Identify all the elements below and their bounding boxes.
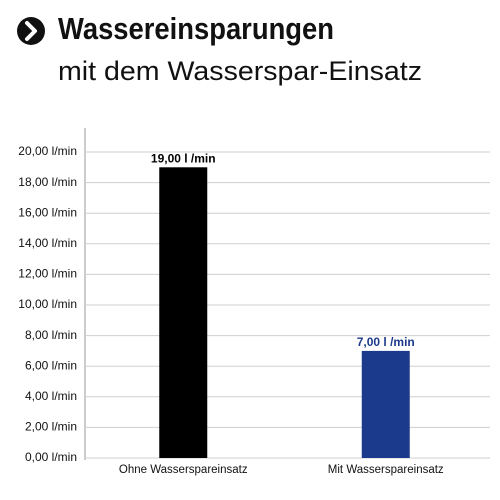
- y-tick-label: 16,00 l/min: [18, 205, 77, 219]
- x-tick-label: Ohne Wasserspareinsatz: [119, 464, 248, 476]
- x-tick-label: Mit Wasserspareinsatz: [328, 464, 444, 476]
- y-tick-label: 0,00 l/min: [25, 450, 77, 464]
- y-tick-label: 14,00 l/min: [18, 236, 77, 250]
- value-label: 19,00 l /min: [151, 151, 216, 165]
- title-icon: [17, 17, 45, 45]
- y-tick-label: 8,00 l/min: [25, 328, 77, 342]
- y-tick-label: 2,00 l/min: [25, 420, 77, 434]
- y-tick-label: 4,00 l/min: [25, 389, 77, 403]
- chart-subtitle: mit dem Wasserspar-Einsatz: [58, 56, 422, 86]
- y-tick-label: 12,00 l/min: [18, 267, 77, 281]
- bar: [361, 350, 410, 458]
- y-tick-label: 20,00 l/min: [18, 144, 77, 158]
- title-icon-chevron: [25, 21, 37, 41]
- bar: [159, 167, 208, 459]
- y-tick-label: 18,00 l/min: [18, 175, 77, 189]
- y-tick-label: 6,00 l/min: [25, 358, 77, 372]
- value-label: 7,00 l /min: [357, 335, 415, 349]
- y-tick-label: 10,00 l/min: [18, 297, 77, 311]
- chart-title: Wassereinsparungen: [58, 11, 334, 46]
